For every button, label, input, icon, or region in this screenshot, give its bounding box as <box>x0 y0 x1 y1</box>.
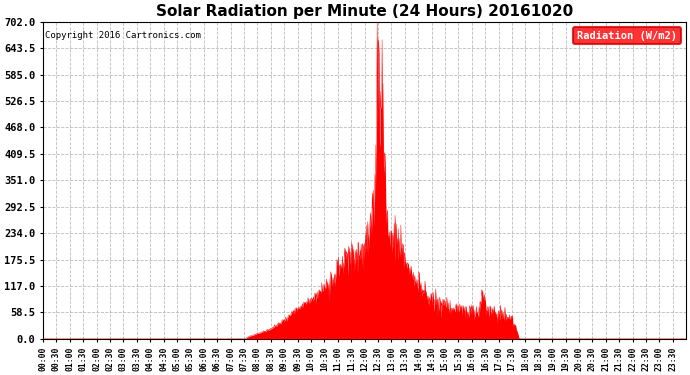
Legend: Radiation (W/m2): Radiation (W/m2) <box>573 27 680 44</box>
Title: Solar Radiation per Minute (24 Hours) 20161020: Solar Radiation per Minute (24 Hours) 20… <box>156 4 573 19</box>
Text: Copyright 2016 Cartronics.com: Copyright 2016 Cartronics.com <box>45 31 201 40</box>
